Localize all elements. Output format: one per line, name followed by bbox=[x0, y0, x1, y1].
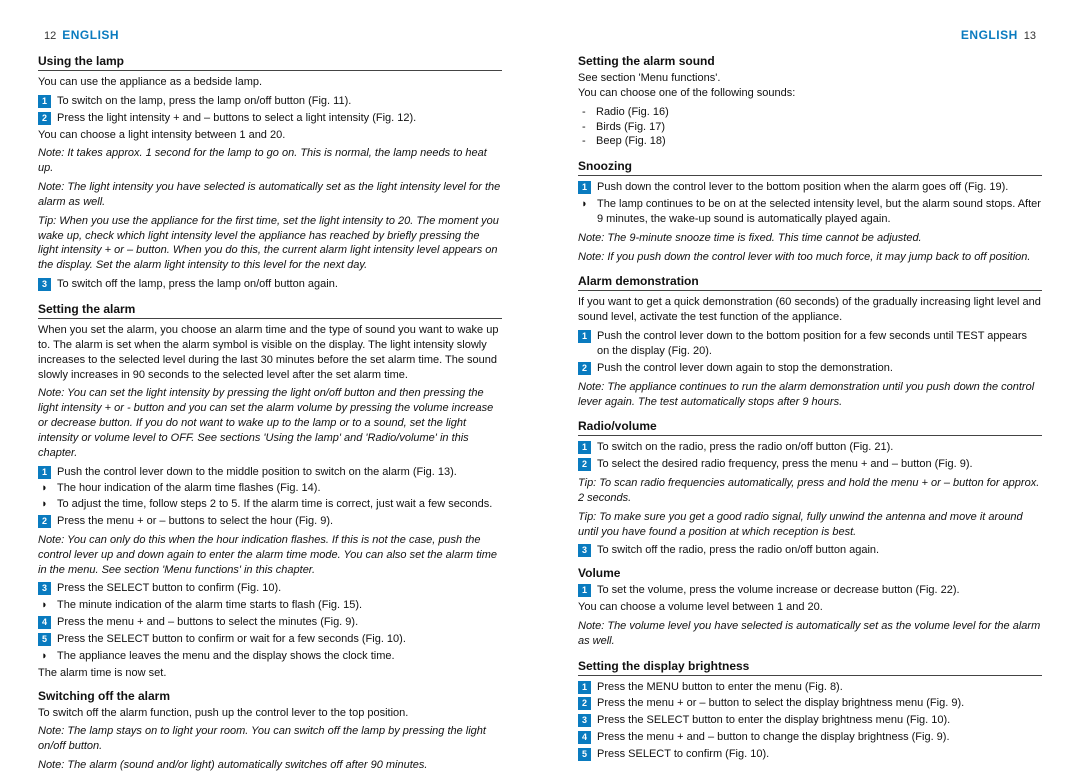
step-number: 3 bbox=[38, 582, 51, 595]
step-item: 4Press the menu + and – button to change… bbox=[578, 730, 1042, 745]
step-item: 2Press the light intensity + and – butto… bbox=[38, 111, 502, 126]
step-item: 2To select the desired radio frequency, … bbox=[578, 457, 1042, 472]
step-number: 2 bbox=[578, 362, 591, 375]
header-left: 12 ENGLISH bbox=[38, 28, 502, 42]
step-number: 1 bbox=[38, 95, 51, 108]
step-number: 1 bbox=[578, 330, 591, 343]
step-item: 1To switch on the lamp, press the lamp o… bbox=[38, 94, 502, 109]
note: Note: It takes approx. 1 second for the … bbox=[38, 146, 502, 176]
step-item: 5Press SELECT to confirm (Fig. 10). bbox=[578, 747, 1042, 762]
step-item: 3To switch off the lamp, press the lamp … bbox=[38, 277, 502, 292]
step-item: 1To switch on the radio, press the radio… bbox=[578, 440, 1042, 455]
note: Note: If you push down the control lever… bbox=[578, 250, 1042, 265]
step-number: 2 bbox=[38, 112, 51, 125]
text: You can choose one of the following soun… bbox=[578, 86, 1042, 101]
heading-snoozing: Snoozing bbox=[578, 159, 1042, 176]
step-number: 3 bbox=[578, 714, 591, 727]
page-number: 13 bbox=[1024, 30, 1036, 42]
step-item: 3To switch off the radio, press the radi… bbox=[578, 543, 1042, 558]
heading-display-brightness: Setting the display brightness bbox=[578, 659, 1042, 676]
page-spread: 12 ENGLISH Using the lamp You can use th… bbox=[0, 0, 1080, 766]
note: Note: You can set the light intensity by… bbox=[38, 386, 502, 460]
step-item: 4Press the menu + and – buttons to selec… bbox=[38, 615, 502, 630]
page-right: ENGLISH 13 Setting the alarm sound See s… bbox=[540, 0, 1080, 766]
page-left: 12 ENGLISH Using the lamp You can use th… bbox=[0, 0, 540, 766]
step-item: 2Press the menu + or – button to select … bbox=[578, 696, 1042, 711]
step-item: 5Press the SELECT button to confirm or w… bbox=[38, 632, 502, 647]
step-number: 4 bbox=[578, 731, 591, 744]
heading-alarm-sound: Setting the alarm sound bbox=[578, 54, 1042, 68]
header-right: ENGLISH 13 bbox=[578, 28, 1042, 42]
step-number: 2 bbox=[578, 697, 591, 710]
language-label: ENGLISH bbox=[62, 28, 119, 42]
note: Note: The volume level you have selected… bbox=[578, 619, 1042, 649]
list-item: ◗The lamp continues to be on at the sele… bbox=[578, 197, 1042, 227]
list-item: ◗The appliance leaves the menu and the d… bbox=[38, 649, 502, 664]
step-number: 1 bbox=[578, 441, 591, 454]
step-number: 1 bbox=[578, 181, 591, 194]
step-number: 1 bbox=[578, 681, 591, 694]
heading-using-lamp: Using the lamp bbox=[38, 54, 502, 71]
list-item: ◗The minute indication of the alarm time… bbox=[38, 598, 502, 613]
text: The alarm time is now set. bbox=[38, 666, 502, 681]
step-item: 1Push down the control lever to the bott… bbox=[578, 180, 1042, 195]
heading-volume: Volume bbox=[578, 566, 1042, 580]
step-item: 1To set the volume, press the volume inc… bbox=[578, 583, 1042, 598]
note: Note: The alarm (sound and/or light) aut… bbox=[38, 758, 502, 773]
step-number: 2 bbox=[38, 515, 51, 528]
step-item: 1Push the control lever down to the bott… bbox=[578, 329, 1042, 359]
step-item: 3Press the SELECT button to enter the di… bbox=[578, 713, 1042, 728]
note: Note: The lamp stays on to light your ro… bbox=[38, 724, 502, 754]
list-item: -Beep (Fig. 18) bbox=[582, 134, 1042, 149]
tip: Tip: To scan radio frequencies automatic… bbox=[578, 476, 1042, 506]
text: You can choose a volume level between 1 … bbox=[578, 600, 1042, 615]
list-item: -Birds (Fig. 17) bbox=[582, 120, 1042, 135]
step-number: 3 bbox=[38, 278, 51, 291]
step-item: 2Press the menu + or – buttons to select… bbox=[38, 514, 502, 529]
step-number: 1 bbox=[578, 584, 591, 597]
text: If you want to get a quick demonstration… bbox=[578, 295, 1042, 325]
text: You can use the appliance as a bedside l… bbox=[38, 75, 502, 90]
step-number: 3 bbox=[578, 544, 591, 557]
text: See section 'Menu functions'. bbox=[578, 71, 1042, 86]
language-label: ENGLISH bbox=[961, 28, 1018, 42]
note: Note: The 9-minute snooze time is fixed.… bbox=[578, 231, 1042, 246]
heading-setting-alarm: Setting the alarm bbox=[38, 302, 502, 319]
list-item: -Radio (Fig. 16) bbox=[582, 105, 1042, 120]
tip: Tip: When you use the appliance for the … bbox=[38, 214, 502, 273]
list-item: ◗To adjust the time, follow steps 2 to 5… bbox=[38, 497, 502, 512]
step-item: 1Push the control lever down to the midd… bbox=[38, 465, 502, 480]
note: Note: You can only do this when the hour… bbox=[38, 533, 502, 578]
step-item: 1Press the MENU button to enter the menu… bbox=[578, 680, 1042, 695]
note: Note: The appliance continues to run the… bbox=[578, 380, 1042, 410]
step-item: 3Press the SELECT button to confirm (Fig… bbox=[38, 581, 502, 596]
step-number: 1 bbox=[38, 466, 51, 479]
heading-switch-off: Switching off the alarm bbox=[38, 689, 502, 703]
step-number: 4 bbox=[38, 616, 51, 629]
text: To switch off the alarm function, push u… bbox=[38, 706, 502, 721]
step-number: 5 bbox=[578, 748, 591, 761]
list-item: ◗The hour indication of the alarm time f… bbox=[38, 481, 502, 496]
tip: Tip: To make sure you get a good radio s… bbox=[578, 510, 1042, 540]
heading-alarm-demo: Alarm demonstration bbox=[578, 274, 1042, 291]
text: You can choose a light intensity between… bbox=[38, 128, 502, 143]
heading-radio-volume: Radio/volume bbox=[578, 419, 1042, 436]
step-item: 2Push the control lever down again to st… bbox=[578, 361, 1042, 376]
step-number: 5 bbox=[38, 633, 51, 646]
page-number: 12 bbox=[44, 30, 56, 42]
text: When you set the alarm, you choose an al… bbox=[38, 323, 502, 382]
note: Note: The light intensity you have selec… bbox=[38, 180, 502, 210]
step-number: 2 bbox=[578, 458, 591, 471]
